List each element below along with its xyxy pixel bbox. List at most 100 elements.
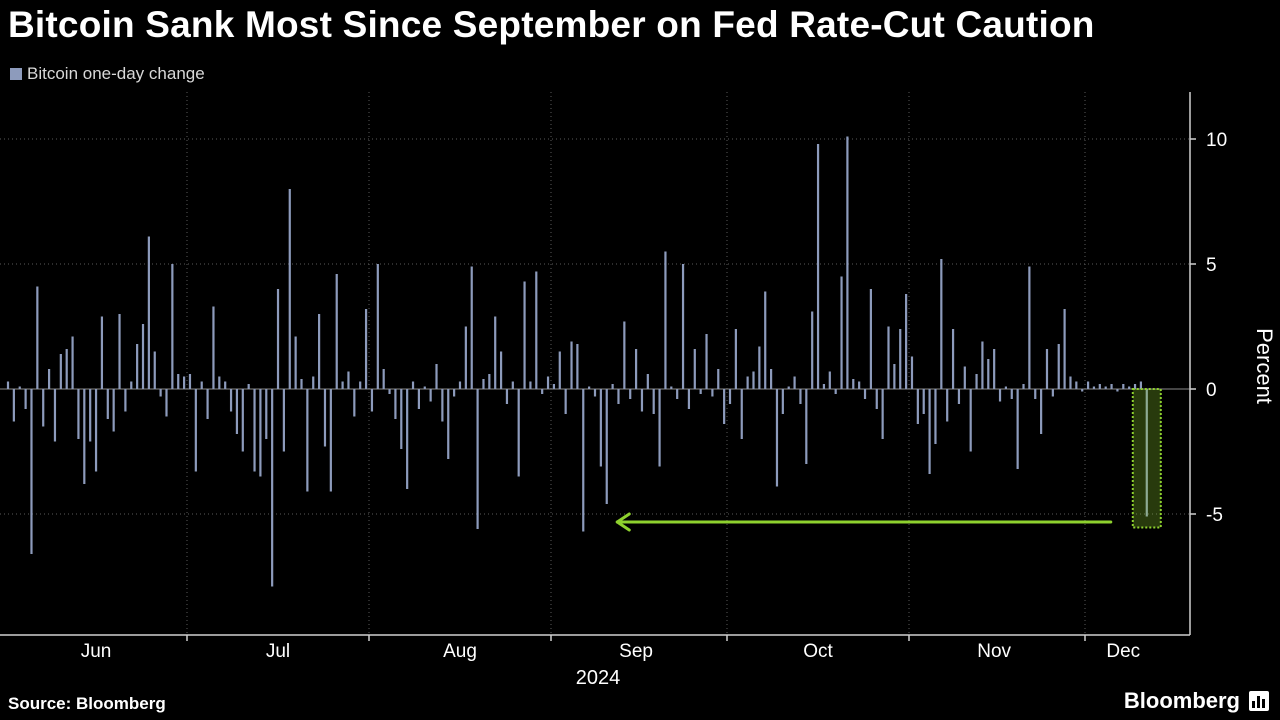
bar [300, 379, 303, 389]
bar [793, 376, 796, 389]
x-tick-label: Dec [1106, 641, 1140, 662]
bar [969, 389, 972, 452]
bar [535, 271, 538, 389]
bar [787, 386, 790, 389]
bar [717, 369, 720, 389]
highlight-box [1131, 388, 1162, 529]
bar [652, 389, 655, 414]
bar [723, 389, 726, 424]
bar [922, 389, 925, 414]
bar [353, 389, 356, 417]
bar [441, 389, 444, 422]
bar [18, 386, 21, 389]
bar [687, 389, 691, 409]
bar [476, 389, 479, 529]
bar [235, 389, 239, 434]
bar [1128, 386, 1131, 389]
x-tick-label: Aug [443, 641, 477, 662]
y-tick-label: -5 [1206, 505, 1223, 526]
bar [1069, 376, 1072, 389]
bar [241, 389, 244, 452]
bar [676, 389, 679, 399]
bar [611, 384, 614, 389]
bar [59, 354, 62, 389]
bar [699, 389, 702, 394]
bar [828, 371, 831, 389]
bar [71, 336, 74, 389]
bar [951, 329, 955, 389]
bar [183, 376, 186, 389]
bar [582, 389, 585, 532]
bar [276, 289, 280, 389]
bar [963, 366, 966, 389]
bar [541, 389, 544, 394]
bar [306, 389, 309, 492]
bar [53, 389, 57, 442]
bar [693, 349, 696, 389]
brand-logo: Bloomberg [1124, 688, 1270, 714]
chart-title: Bitcoin Sank Most Since September on Fed… [8, 4, 1095, 45]
bar [640, 389, 644, 412]
bar [12, 389, 15, 422]
bar [893, 364, 896, 389]
bar [100, 316, 104, 389]
brand-wordmark: Bloomberg [1123, 688, 1240, 713]
bar [271, 389, 274, 587]
bar [458, 381, 462, 389]
bar [194, 389, 197, 472]
bar [816, 144, 820, 389]
bar [998, 389, 1002, 402]
bar [1010, 389, 1013, 399]
y-tick-label: 0 [1206, 380, 1217, 401]
bar [388, 389, 391, 394]
bar [6, 381, 10, 389]
bar [212, 306, 215, 389]
bar [376, 264, 379, 389]
bar [664, 251, 667, 389]
bar [1040, 389, 1043, 434]
bar [599, 389, 602, 467]
bar [1122, 384, 1125, 389]
bar [417, 389, 420, 409]
bar [1104, 386, 1107, 389]
bar [1045, 349, 1049, 389]
bar [165, 389, 168, 417]
bar [364, 309, 368, 389]
bar [728, 389, 732, 404]
bar [323, 389, 327, 447]
bar [1139, 381, 1143, 389]
bar [646, 374, 649, 389]
bar [834, 389, 837, 394]
bar [453, 389, 456, 397]
bar [863, 389, 867, 399]
bar [805, 389, 808, 464]
bar [147, 236, 150, 389]
bar [494, 316, 497, 389]
bar [670, 386, 673, 389]
bar [764, 291, 767, 389]
bar [1081, 389, 1084, 392]
bar [200, 381, 203, 389]
bar [229, 389, 233, 412]
bar [928, 389, 931, 474]
bar [1028, 266, 1031, 389]
bar [112, 389, 115, 432]
bar [159, 389, 162, 397]
bar [981, 341, 984, 389]
bar [658, 389, 661, 467]
x-tick-label: Jun [81, 641, 112, 662]
bar [840, 276, 843, 389]
bar [852, 379, 855, 389]
legend: Bitcoin one-day change [10, 64, 205, 84]
bar [975, 374, 978, 389]
bar [910, 356, 914, 389]
bar [265, 389, 268, 439]
bar [423, 386, 426, 389]
bar [605, 389, 608, 504]
bar [83, 389, 86, 484]
bar [488, 374, 491, 389]
bar [770, 369, 773, 389]
bar [758, 346, 761, 389]
bar [629, 389, 632, 399]
bar [822, 384, 826, 389]
